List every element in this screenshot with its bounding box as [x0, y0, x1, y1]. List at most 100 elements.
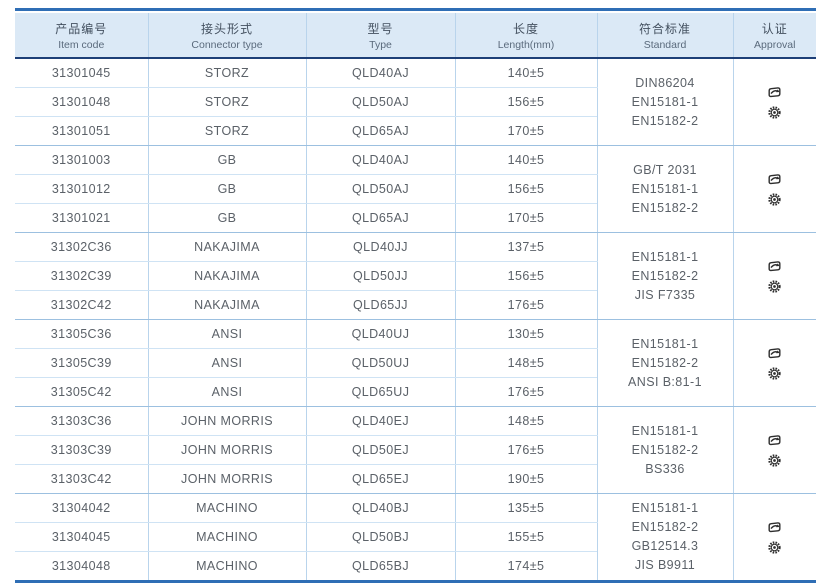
col-header-connector-type: 接头形式 Connector type [147, 13, 306, 59]
table-row: 31301021 GB QLD65AJ 170±5 [15, 203, 816, 233]
col-header-approval-en: Approval [754, 38, 796, 51]
connector-type-cell: STORZ [147, 58, 306, 88]
col-header-item-code: 产品编号 Item code [15, 13, 148, 59]
standard-line: EN15182-2 [631, 113, 699, 128]
col-header-standard-cn: 符合标准 [638, 21, 691, 36]
col-header-length-en: Length(mm) [497, 38, 555, 51]
gear-seal-icon [766, 278, 783, 295]
gear-seal-icon [766, 365, 783, 382]
length-cell: 176±5 [454, 290, 597, 320]
col-header-type: 型号 Type [305, 13, 455, 59]
item-code-cell: 31304048 [15, 551, 148, 583]
item-code-cell: 31303C36 [15, 406, 148, 436]
type-cell: QLD40JJ [305, 232, 455, 262]
length-cell: 155±5 [454, 522, 597, 552]
table-row: 31302C42 NAKAJIMA QLD65JJ 176±5 [15, 290, 816, 320]
standard-line: BS336 [645, 461, 685, 476]
item-code-cell: 31301012 [15, 174, 148, 204]
connector-type-cell: NAKAJIMA [147, 261, 306, 291]
type-cell: QLD65EJ [305, 464, 455, 494]
approval-cell [732, 145, 816, 233]
standard-line: JIS B9911 [634, 558, 696, 572]
standard-line: EN15182-2 [631, 442, 699, 457]
col-header-type-cn: 型号 [367, 21, 394, 36]
length-cell: 148±5 [454, 348, 597, 378]
table-row: 31303C36 JOHN MORRIS QLD40EJ 148±5 EN15181-1… [15, 406, 816, 494]
certificate-stamp-icon [766, 345, 783, 362]
length-cell: 156±5 [454, 174, 597, 204]
col-header-item-code-en: Item code [58, 38, 105, 51]
standard-line: EN15181-1 [631, 94, 699, 109]
gear-seal-icon [766, 452, 783, 469]
table-row: 31305C42 ANSI QLD65UJ 176±5 [15, 377, 816, 407]
length-cell: 130±5 [454, 319, 597, 349]
table-row: 31301051 STORZ QLD65AJ 170±5 [15, 116, 816, 146]
standard-line: EN15181-1 [631, 336, 699, 351]
table-row: 31301048 STORZ QLD50AJ 156±5 [15, 87, 816, 117]
standard-line: EN15182-2 [631, 268, 699, 283]
item-code-cell: 31301048 [15, 87, 148, 117]
item-code-cell: 31304045 [15, 522, 148, 552]
connector-type-cell: GB [147, 145, 306, 175]
item-code-cell: 31305C42 [15, 377, 148, 407]
col-header-type-en: Type [369, 38, 392, 51]
connector-type-cell: JOHN MORRIS [147, 464, 306, 494]
type-cell: QLD40BJ [305, 493, 455, 523]
certificate-stamp-icon [766, 258, 783, 275]
table-row: 31303C42 JOHN MORRIS QLD65EJ 190±5 [15, 464, 816, 494]
standard-line: JIS F7335 [634, 287, 696, 302]
approval-cell [732, 406, 816, 494]
col-header-connector-type-en: Connector type [191, 38, 263, 51]
approval-cell [732, 58, 816, 146]
type-cell: QLD50AJ [305, 87, 455, 117]
connector-type-cell: MACHINO [147, 493, 306, 523]
connector-type-cell: STORZ [147, 87, 306, 117]
col-header-length: 长度 Length(mm) [454, 13, 597, 59]
standard-line: EN15182-2 [631, 520, 699, 534]
table-row: 31304042 MACHINO QLD40BJ 135±5 EN15181-1 EN15… [15, 493, 816, 583]
connector-type-cell: GB [147, 174, 306, 204]
table-row: 31301045 STORZ QLD40AJ 140±5 DIN86204 EN15181… [15, 58, 816, 146]
type-cell: QLD40EJ [305, 406, 455, 436]
standard-line: EN15181-1 [631, 249, 699, 264]
connector-type-cell: STORZ [147, 116, 306, 146]
certificate-stamp-icon [766, 171, 783, 188]
length-cell: 156±5 [454, 261, 597, 291]
item-code-cell: 31305C36 [15, 319, 148, 349]
standard-line: EN15181-1 [631, 423, 699, 438]
certificate-stamp-icon [766, 432, 783, 449]
type-cell: QLD65AJ [305, 116, 455, 146]
col-header-item-code-cn: 产品编号 [55, 21, 108, 36]
table-row: 31302C36 NAKAJIMA QLD40JJ 137±5 EN15181-1 EN1… [15, 232, 816, 320]
standard-cell: EN15181-1 EN15182-2 BS336 [596, 406, 733, 494]
length-cell: 174±5 [454, 551, 597, 583]
standard-line: EN15182-2 [631, 355, 699, 370]
length-cell: 176±5 [454, 435, 597, 465]
connector-type-cell: ANSI [147, 377, 306, 407]
standard-cell: EN15181-1 EN15182-2 ANSI B:81-1 [596, 319, 733, 407]
length-cell: 140±5 [454, 145, 597, 175]
item-code-cell: 31303C39 [15, 435, 148, 465]
type-cell: QLD50EJ [305, 435, 455, 465]
col-header-connector-type-cn: 接头形式 [200, 21, 253, 36]
product-spec-table: 产品编号 Item code 接头形式 Connector type 型号 Ty… [15, 8, 816, 583]
col-header-standard-en: Standard [643, 38, 687, 51]
item-code-cell: 31304042 [15, 493, 148, 523]
table-row: 31303C39 JOHN MORRIS QLD50EJ 176±5 [15, 435, 816, 465]
standard-line: EN15182-2 [631, 200, 699, 215]
length-cell: 190±5 [454, 464, 597, 494]
standard-line: EN15181-1 [631, 501, 699, 515]
type-cell: QLD65AJ [305, 203, 455, 233]
connector-type-cell: MACHINO [147, 551, 306, 583]
length-cell: 137±5 [454, 232, 597, 262]
standard-cell: GB/T 2031 EN15181-1 EN15182-2 [596, 145, 733, 233]
approval-cell [732, 232, 816, 320]
item-code-cell: 31303C42 [15, 464, 148, 494]
type-cell: QLD40AJ [305, 145, 455, 175]
type-cell: QLD50BJ [305, 522, 455, 552]
col-header-length-cn: 长度 [512, 21, 539, 36]
type-cell: QLD50JJ [305, 261, 455, 291]
item-code-cell: 31301051 [15, 116, 148, 146]
standard-line: ANSI B:81-1 [628, 374, 702, 389]
item-code-cell: 31302C39 [15, 261, 148, 291]
